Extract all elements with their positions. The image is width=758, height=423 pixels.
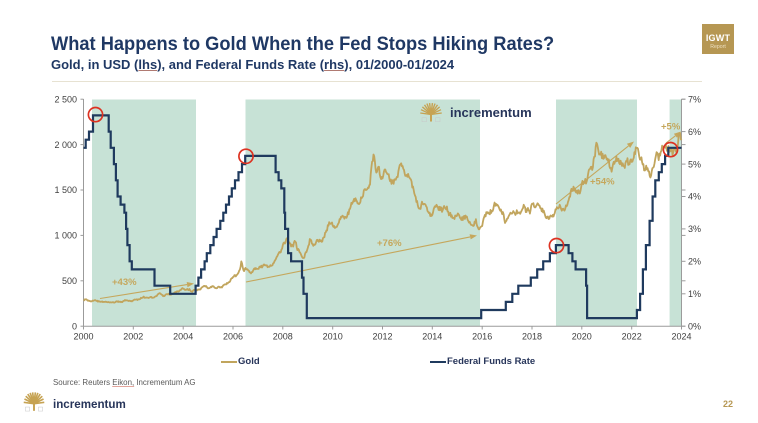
svg-text:2004: 2004 [173, 332, 193, 342]
svg-text:1%: 1% [688, 289, 701, 299]
svg-text:+76%: +76% [377, 238, 402, 249]
svg-text:1 500: 1 500 [54, 185, 77, 195]
svg-text:0: 0 [72, 321, 77, 331]
svg-text:0%: 0% [688, 321, 701, 331]
svg-text:incrementum: incrementum [450, 105, 532, 120]
svg-text:2020: 2020 [572, 332, 592, 342]
svg-text:incrementum: incrementum [53, 398, 126, 411]
svg-text:+43%: +43% [112, 277, 137, 288]
svg-text:5%: 5% [688, 159, 701, 169]
svg-text:2024: 2024 [671, 332, 691, 342]
svg-text:2016: 2016 [472, 332, 492, 342]
svg-text:1 000: 1 000 [54, 231, 77, 241]
svg-text:2008: 2008 [273, 332, 293, 342]
svg-text:2006: 2006 [223, 332, 243, 342]
svg-text:2 000: 2 000 [54, 140, 77, 150]
svg-text:6%: 6% [688, 127, 701, 137]
svg-text:4%: 4% [688, 192, 701, 202]
svg-text:2002: 2002 [123, 332, 143, 342]
svg-text:3%: 3% [688, 224, 701, 234]
svg-text:2%: 2% [688, 257, 701, 267]
svg-text:2014: 2014 [422, 332, 442, 342]
svg-text:2018: 2018 [522, 332, 542, 342]
svg-text:+54%: +54% [590, 177, 615, 188]
svg-text:7%: 7% [688, 94, 701, 104]
svg-text:2 500: 2 500 [54, 94, 77, 104]
svg-text:500: 500 [62, 276, 77, 286]
svg-text:2000: 2000 [73, 332, 93, 342]
svg-text:2022: 2022 [622, 332, 642, 342]
svg-text:2012: 2012 [372, 332, 392, 342]
svg-text:+5%: +5% [661, 122, 681, 133]
svg-text:2010: 2010 [323, 332, 343, 342]
